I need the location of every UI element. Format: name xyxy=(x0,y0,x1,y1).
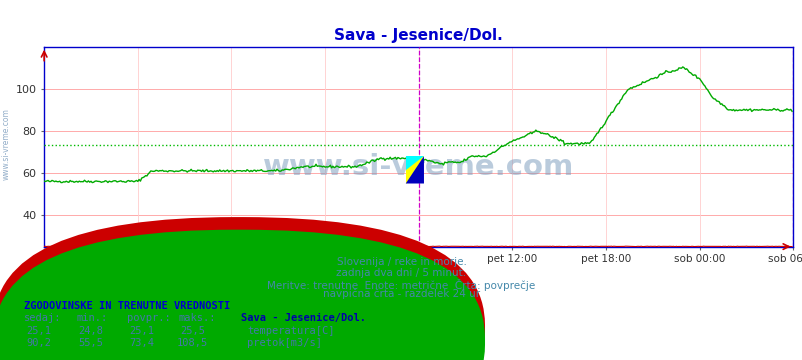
Text: min.:: min.: xyxy=(76,313,107,323)
Text: 90,2: 90,2 xyxy=(26,338,51,348)
Text: pretok[m3/s]: pretok[m3/s] xyxy=(247,338,322,348)
Polygon shape xyxy=(405,156,423,170)
Text: maks.:: maks.: xyxy=(178,313,216,323)
Text: 55,5: 55,5 xyxy=(78,338,103,348)
Text: povpr.:: povpr.: xyxy=(127,313,170,323)
Text: temperatura[C]: temperatura[C] xyxy=(247,326,334,336)
Text: 25,1: 25,1 xyxy=(26,326,51,336)
Polygon shape xyxy=(405,156,423,184)
Polygon shape xyxy=(405,156,423,184)
Text: 25,5: 25,5 xyxy=(180,326,205,336)
Text: 108,5: 108,5 xyxy=(177,338,208,348)
Text: zadnja dva dni / 5 minut.: zadnja dva dni / 5 minut. xyxy=(336,268,466,278)
Text: ZGODOVINSKE IN TRENUTNE VREDNOSTI: ZGODOVINSKE IN TRENUTNE VREDNOSTI xyxy=(24,301,230,311)
Text: www.si-vreme.com: www.si-vreme.com xyxy=(2,108,11,180)
Title: Sava - Jesenice/Dol.: Sava - Jesenice/Dol. xyxy=(334,28,503,43)
Text: sedaj:: sedaj: xyxy=(24,313,62,323)
Text: Meritve: trenutne  Enote: metrične  Črta: povprečje: Meritve: trenutne Enote: metrične Črta: … xyxy=(267,279,535,291)
Text: 73,4: 73,4 xyxy=(128,338,154,348)
Text: Slovenija / reke in morje.: Slovenija / reke in morje. xyxy=(336,257,466,267)
Text: navpična črta - razdelek 24 ur: navpična črta - razdelek 24 ur xyxy=(322,289,480,299)
Text: Sava - Jesenice/Dol.: Sava - Jesenice/Dol. xyxy=(241,313,366,323)
Text: 25,1: 25,1 xyxy=(128,326,154,336)
Text: www.si-vreme.com: www.si-vreme.com xyxy=(263,153,573,181)
Text: 24,8: 24,8 xyxy=(78,326,103,336)
